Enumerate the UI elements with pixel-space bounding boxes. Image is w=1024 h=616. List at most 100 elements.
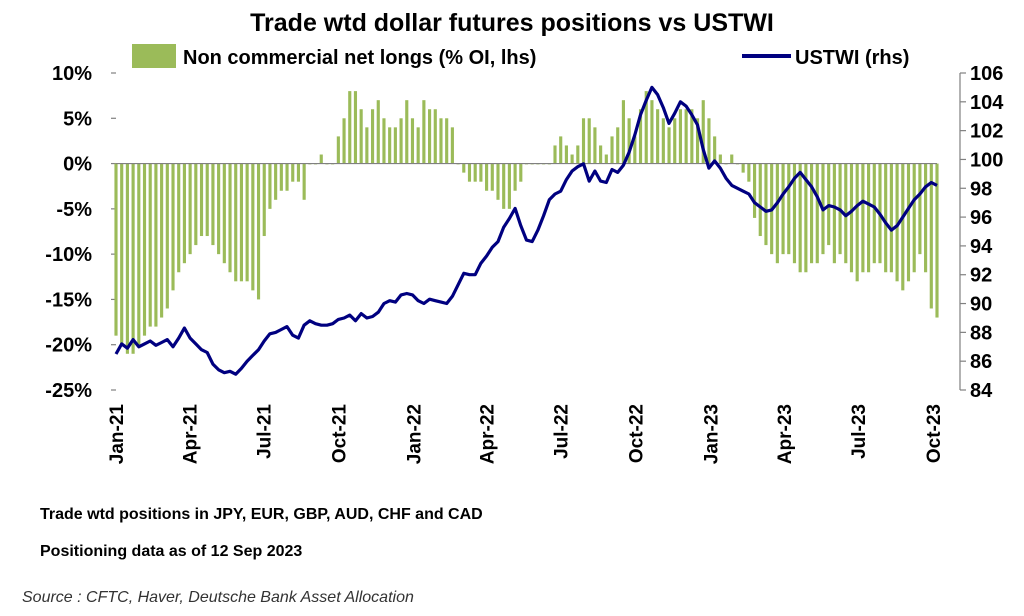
positions-bar bbox=[285, 163, 289, 191]
positions-bar bbox=[450, 127, 454, 164]
positions-bar bbox=[410, 118, 415, 164]
positions-bar bbox=[867, 163, 871, 273]
positions-bar bbox=[792, 163, 797, 264]
positions-bar bbox=[279, 163, 283, 191]
legend-swatch-positions bbox=[132, 44, 176, 68]
ustwi-line bbox=[114, 85, 938, 376]
positions-bar bbox=[901, 163, 905, 291]
positions-bar bbox=[650, 100, 654, 164]
positions-bar bbox=[713, 136, 717, 164]
positions-bar bbox=[137, 163, 141, 345]
positions-bar bbox=[513, 163, 517, 191]
positions-bar bbox=[445, 118, 449, 164]
x-axis-tick-label: Jul-21 bbox=[254, 404, 275, 459]
positions-bar bbox=[815, 163, 819, 264]
right-axis: 106 104 102 100 98 96 94 92 90 88 86 84 bbox=[959, 63, 1004, 402]
positions-bar bbox=[810, 163, 814, 264]
right-axis-tick-label: 106 bbox=[970, 63, 1003, 85]
positions-bar bbox=[148, 163, 152, 327]
positions-bar bbox=[382, 118, 386, 164]
positions-bar bbox=[365, 127, 369, 164]
positions-bar bbox=[302, 163, 306, 200]
left-axis-tick-label: 10% bbox=[52, 63, 92, 85]
positions-bar bbox=[194, 163, 198, 246]
positions-bar bbox=[165, 163, 169, 309]
positions-bar bbox=[502, 163, 506, 209]
positions-bar bbox=[222, 163, 226, 264]
positions-bar bbox=[564, 145, 568, 164]
positions-bar bbox=[781, 163, 785, 255]
positions-bar bbox=[741, 163, 745, 173]
positions-bar bbox=[120, 163, 124, 345]
positions-bar bbox=[376, 100, 380, 164]
positions-bar bbox=[912, 163, 916, 273]
x-axis-tick-label: Jan-21 bbox=[107, 404, 128, 465]
positions-bar bbox=[570, 154, 574, 164]
positions-bar bbox=[519, 163, 523, 182]
positions-bar bbox=[416, 127, 420, 164]
left-axis-tick-label: -15% bbox=[45, 289, 92, 311]
positions-bar bbox=[399, 118, 403, 164]
right-axis-tick-label: 84 bbox=[970, 380, 993, 402]
positions-bar bbox=[234, 163, 238, 282]
positions-bar bbox=[701, 100, 705, 164]
positions-bar bbox=[684, 109, 688, 164]
positions-bar bbox=[188, 163, 192, 255]
positions-bar bbox=[918, 163, 922, 255]
right-axis-tick-label: 104 bbox=[970, 92, 1004, 114]
positions-bar bbox=[268, 163, 272, 209]
positions-bar bbox=[616, 127, 620, 164]
x-axis-tick-label: Apr-22 bbox=[478, 404, 499, 464]
positions-bar bbox=[251, 163, 255, 291]
x-axis-tick-label: Apr-21 bbox=[180, 404, 201, 465]
positions-bar bbox=[160, 163, 164, 318]
positions-bar bbox=[895, 163, 899, 282]
positions-bar bbox=[695, 118, 700, 164]
positions-bar bbox=[154, 163, 158, 327]
positions-bar bbox=[673, 118, 677, 164]
left-axis-tick-label: -20% bbox=[45, 335, 92, 357]
positions-bar bbox=[490, 163, 494, 191]
positions-bar bbox=[342, 118, 346, 164]
positions-bars bbox=[114, 91, 939, 354]
positions-bar bbox=[473, 163, 477, 182]
right-axis-tick-label: 100 bbox=[970, 149, 1003, 171]
positions-bar bbox=[388, 127, 392, 164]
positions-bar bbox=[924, 163, 928, 273]
positions-bar bbox=[274, 163, 278, 200]
positions-bar bbox=[114, 163, 118, 336]
positions-bar bbox=[428, 109, 432, 164]
positions-bar bbox=[228, 163, 232, 273]
positions-bar bbox=[370, 109, 375, 164]
positions-bar bbox=[439, 118, 443, 164]
positions-bar bbox=[131, 163, 135, 354]
positions-bar bbox=[855, 163, 859, 282]
positions-bar bbox=[849, 163, 854, 273]
positions-bar bbox=[758, 163, 762, 237]
positions-bar bbox=[906, 163, 911, 282]
positions-bar bbox=[462, 163, 466, 173]
positions-bar bbox=[775, 163, 779, 264]
positions-bar bbox=[576, 145, 580, 164]
right-axis-tick-label: 92 bbox=[970, 265, 992, 287]
positions-bar bbox=[690, 109, 694, 164]
positions-bar bbox=[861, 163, 865, 273]
positions-bar bbox=[832, 163, 836, 264]
positions-bar bbox=[787, 163, 791, 255]
positions-bar bbox=[764, 163, 768, 246]
x-axis: Jan-21 Apr-21 Jul-21 Oct-21 Jan-22 Apr-22 Jul-… bbox=[107, 404, 945, 465]
positions-bar bbox=[798, 163, 802, 273]
right-axis-tick-label: 94 bbox=[970, 236, 993, 258]
x-axis-tick-label: Jan-22 bbox=[404, 404, 425, 464]
positions-bar bbox=[844, 163, 848, 264]
left-axis-tick-label: -10% bbox=[45, 244, 92, 266]
positions-bar bbox=[644, 91, 648, 164]
positions-bar bbox=[262, 163, 266, 237]
positions-bar bbox=[621, 100, 625, 164]
positions-bar bbox=[296, 163, 301, 182]
x-axis-tick-label: Jul-22 bbox=[552, 404, 573, 459]
positions-bar bbox=[433, 109, 437, 164]
positions-bar bbox=[872, 163, 876, 264]
positions-bar bbox=[730, 154, 734, 164]
positions-bar bbox=[245, 163, 249, 282]
